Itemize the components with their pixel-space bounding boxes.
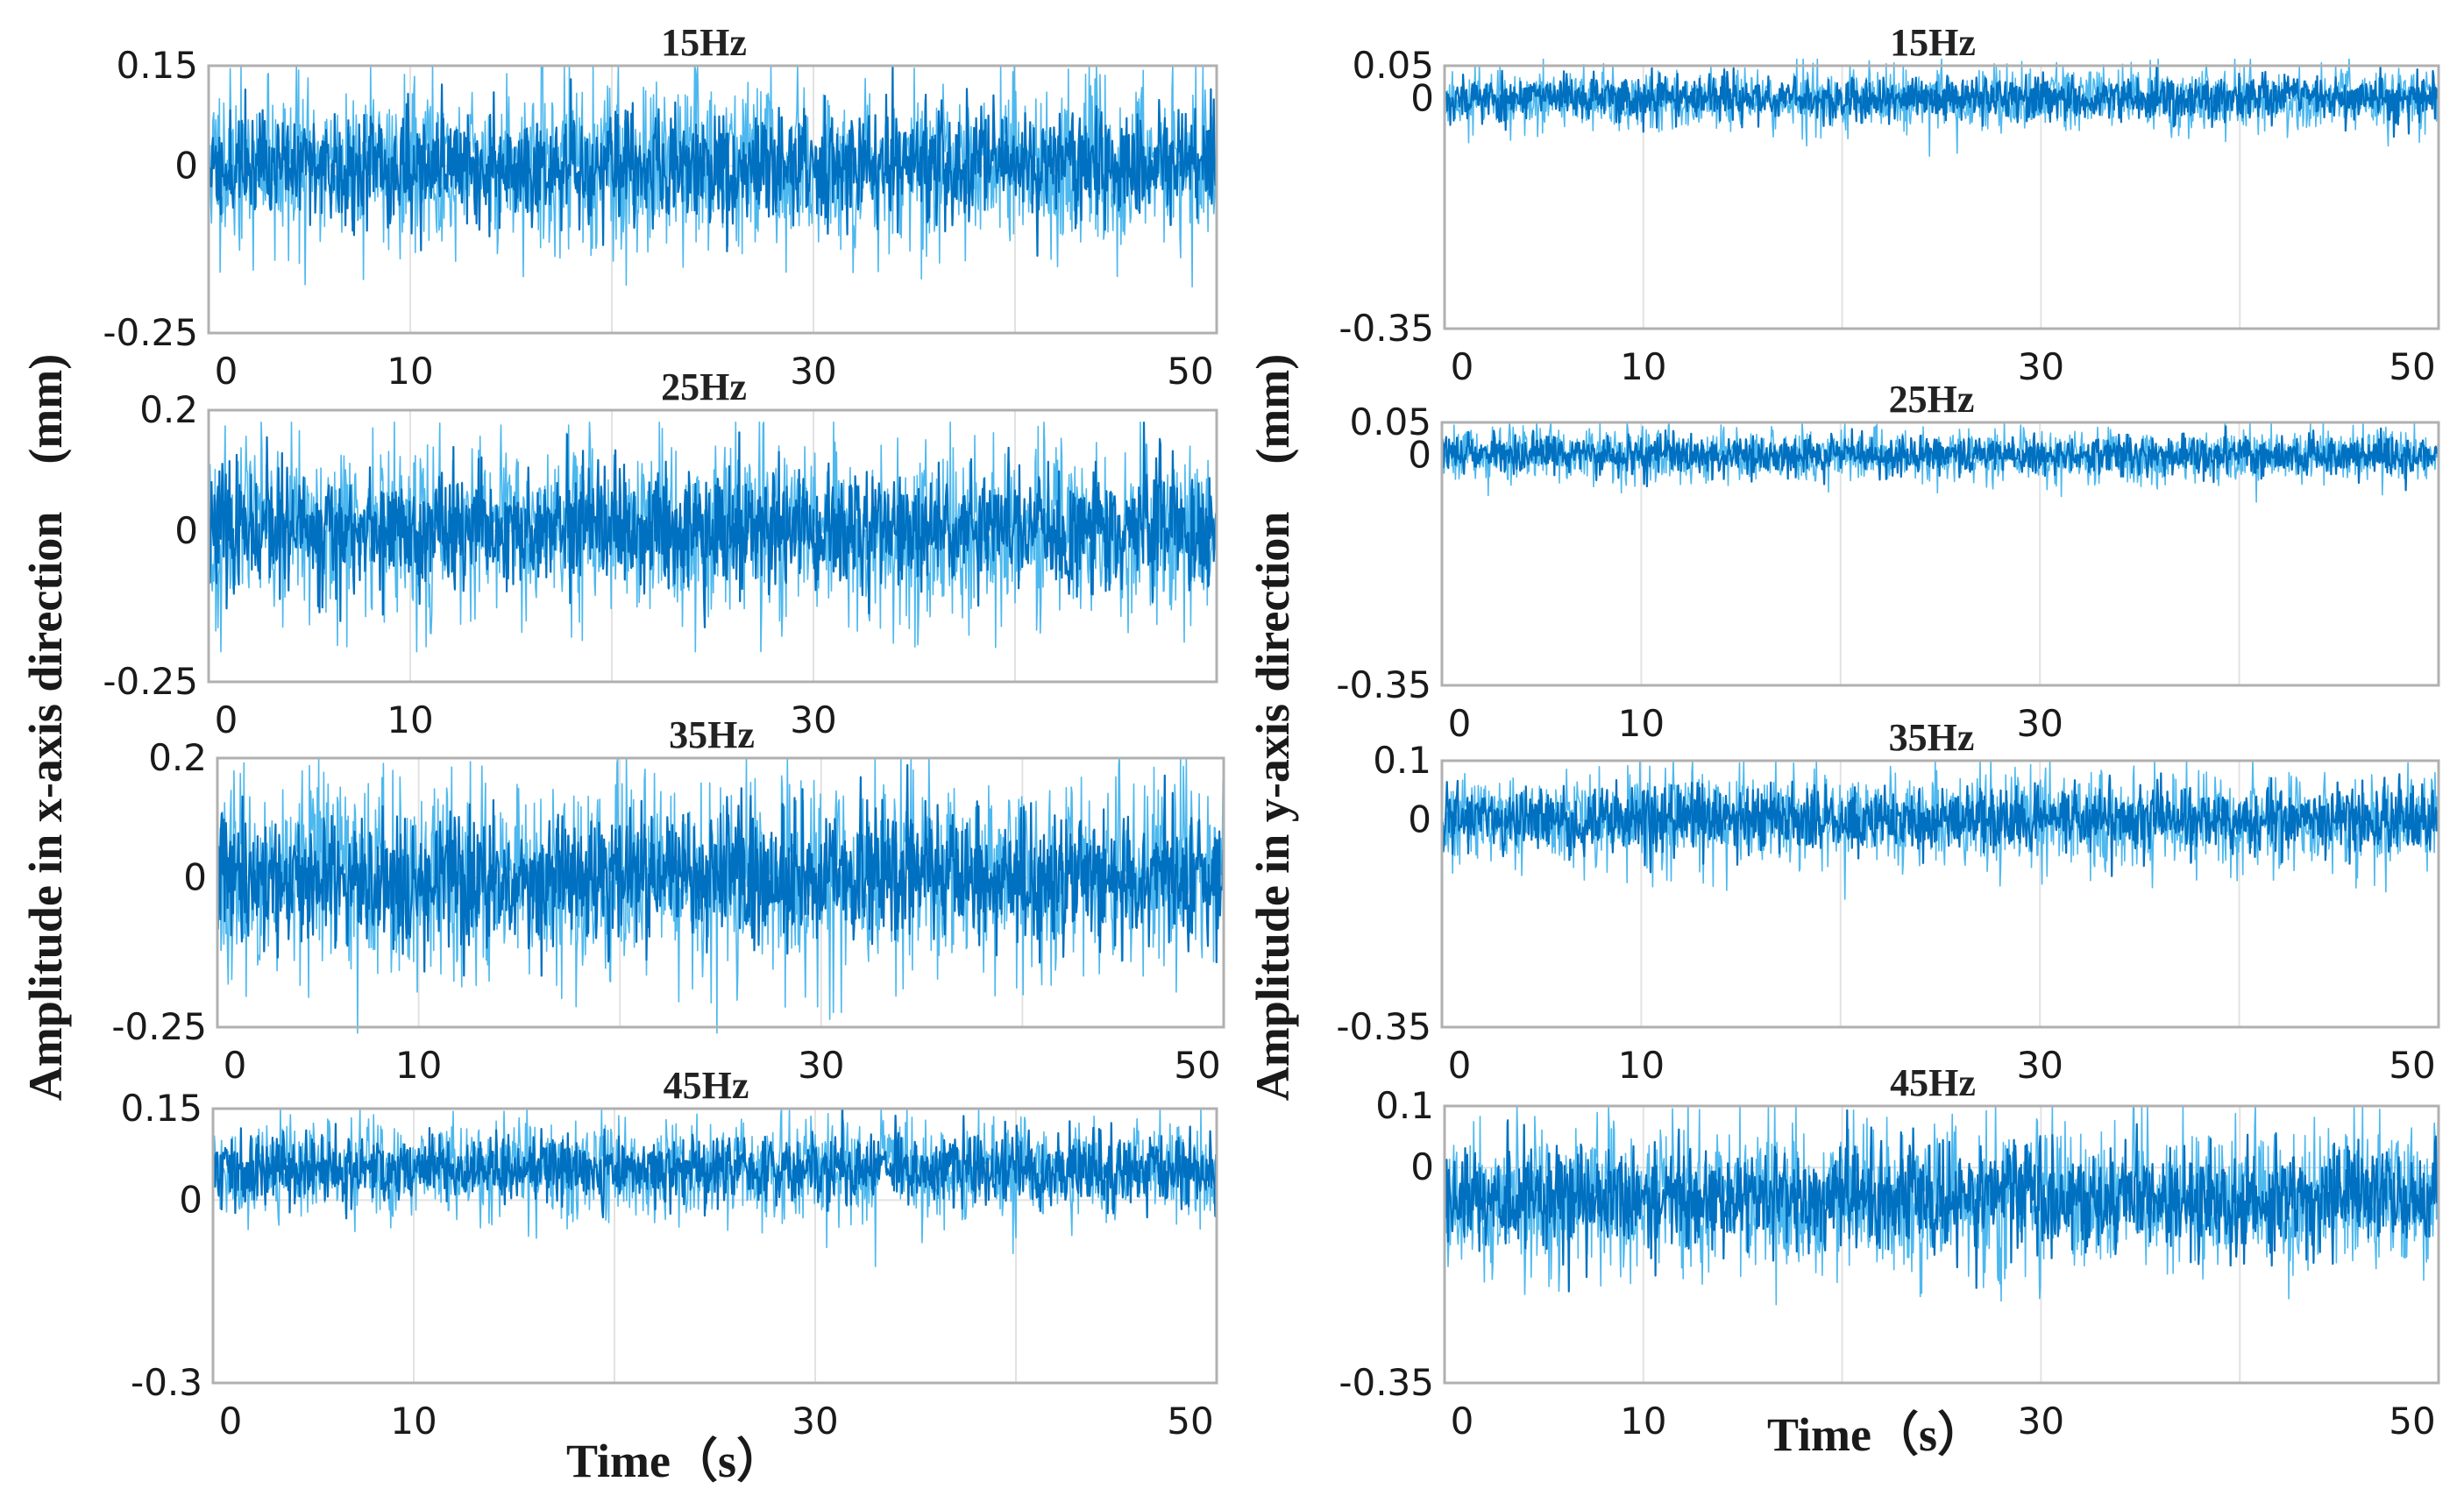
- y-tick-label: 0.15: [116, 44, 198, 87]
- plot-frame: [211, 1107, 1218, 1385]
- subplot-title: 25Hz: [1889, 378, 1975, 421]
- signal-line-core: [211, 1108, 1218, 1220]
- y-tick-label: 0.05: [1352, 44, 1434, 87]
- x-tick-label: 50: [1167, 1400, 1213, 1443]
- right-y-axis-label: Amplitude in y-axis direction (mm): [1246, 354, 1299, 1101]
- y-tick-label: -0.3: [131, 1361, 202, 1404]
- y-tick-label: 0.2: [148, 736, 207, 779]
- left-x-axis-label: Time（s）: [566, 1435, 784, 1487]
- y-tick-label: 0.05: [1349, 401, 1431, 443]
- x-tick-label: 0: [219, 1400, 243, 1443]
- plot-frame: [207, 64, 1218, 335]
- signal-line-core: [207, 422, 1218, 628]
- y-tick-label: 0: [1410, 1145, 1434, 1188]
- subplot-4: 45Hz 0.15 0 -0.3 0 10 30 50: [120, 1064, 1218, 1443]
- subplot-title: 25Hz: [661, 365, 747, 408]
- x-tick-label: 50: [2389, 1400, 2435, 1443]
- subplot-title: 35Hz: [1889, 716, 1975, 759]
- signal-line-core: [1440, 772, 2440, 877]
- signal-line-core: [216, 764, 1225, 977]
- y-tick-label: 0.2: [139, 388, 198, 431]
- x-tick-label: 10: [1618, 1044, 1665, 1087]
- x-tick-label: 30: [2016, 702, 2063, 745]
- y-tick-label: 0: [179, 1178, 202, 1221]
- y-tick-label: -0.35: [1336, 1005, 1431, 1048]
- signal-line-core: [1443, 1109, 2440, 1293]
- y-tick-label: 0: [174, 509, 198, 552]
- y-tick-label: -0.35: [1339, 1361, 1434, 1404]
- x-tick-label: 0: [1448, 702, 1472, 745]
- x-tick-label: 50: [1167, 350, 1213, 393]
- y-tick-label: 0: [183, 855, 207, 898]
- subplot-3: 35Hz 0.2 0 -0.25 0 10 30 50: [111, 713, 1225, 1087]
- x-tick-label: 30: [2018, 1400, 2064, 1443]
- x-tick-label: 0: [1451, 1400, 1474, 1443]
- y-tick-label: -0.35: [1336, 663, 1431, 706]
- x-tick-label: 30: [2016, 1044, 2063, 1087]
- y-tick-label: 0.1: [1375, 1084, 1434, 1127]
- plot-frame: [207, 408, 1218, 684]
- plot-frame: [1440, 421, 2440, 687]
- x-tick-label: 50: [1174, 1044, 1220, 1087]
- y-tick-label: 0: [1408, 798, 1431, 841]
- x-tick-label: 30: [798, 1044, 844, 1087]
- x-tick-label: 10: [387, 350, 433, 393]
- y-tick-label: 0.15: [120, 1087, 202, 1130]
- subplot-2: 25Hz 0.2 0 -0.25 0 10 30: [103, 365, 1218, 741]
- subplot-title: 15Hz: [661, 21, 747, 64]
- x-tick-label: 10: [1618, 702, 1665, 745]
- x-tick-label: 0: [224, 1044, 247, 1087]
- right-x-axis-label: Time（s）: [1767, 1408, 1985, 1461]
- plot-frame: [1443, 64, 2440, 330]
- subplot-title: 35Hz: [669, 713, 755, 756]
- x-tick-label: 10: [1620, 1400, 1666, 1443]
- subplot-8: 45Hz 0.1 0 -0.35 0 10 30 50: [1339, 1061, 2440, 1443]
- subplot-7: 35Hz 0.1 0 -0.35 0 10 30 50: [1336, 716, 2440, 1087]
- y-tick-label: 0.1: [1373, 739, 1431, 782]
- x-tick-label: 10: [1620, 345, 1666, 388]
- y-tick-label: 0: [174, 144, 198, 187]
- subplot-1: 15Hz 0.15 0 -0.25 0 10 30 50: [103, 21, 1218, 393]
- x-tick-label: 0: [1451, 345, 1474, 388]
- x-tick-label: 10: [390, 1400, 437, 1443]
- y-tick-label: -0.25: [103, 660, 198, 703]
- x-tick-label: 30: [792, 1400, 838, 1443]
- x-tick-label: 50: [2389, 1044, 2435, 1087]
- x-tick-label: 30: [790, 350, 836, 393]
- subplot-title: 15Hz: [1890, 21, 1976, 64]
- plot-frame: [1443, 1104, 2440, 1385]
- plot-frame: [216, 756, 1225, 1029]
- subplot-title: 45Hz: [1890, 1061, 1976, 1104]
- y-tick-label: 0: [1410, 77, 1434, 120]
- plot-area: [213, 1109, 1217, 1383]
- plot-frame: [1440, 759, 2440, 1029]
- x-tick-label: 0: [215, 698, 238, 741]
- x-tick-label: 10: [395, 1044, 442, 1087]
- signal-line-core: [1443, 65, 2440, 138]
- x-tick-label: 30: [790, 698, 836, 741]
- left-y-axis-label: Amplitude in x-axis direction (mm): [19, 354, 72, 1101]
- y-tick-label: 0: [1408, 434, 1431, 477]
- x-tick-label: 0: [215, 350, 238, 393]
- subplot-title: 45Hz: [664, 1064, 749, 1107]
- y-tick-label: -0.25: [111, 1005, 207, 1048]
- x-tick-label: 50: [2389, 345, 2435, 388]
- signal-line-core: [1440, 425, 2440, 492]
- x-tick-label: 10: [387, 698, 433, 741]
- x-tick-label: 30: [2018, 345, 2064, 388]
- y-tick-label: -0.35: [1339, 307, 1434, 350]
- x-tick-label: 0: [1448, 1044, 1472, 1087]
- y-tick-label: -0.25: [103, 311, 198, 354]
- signal-line-core: [207, 64, 1218, 257]
